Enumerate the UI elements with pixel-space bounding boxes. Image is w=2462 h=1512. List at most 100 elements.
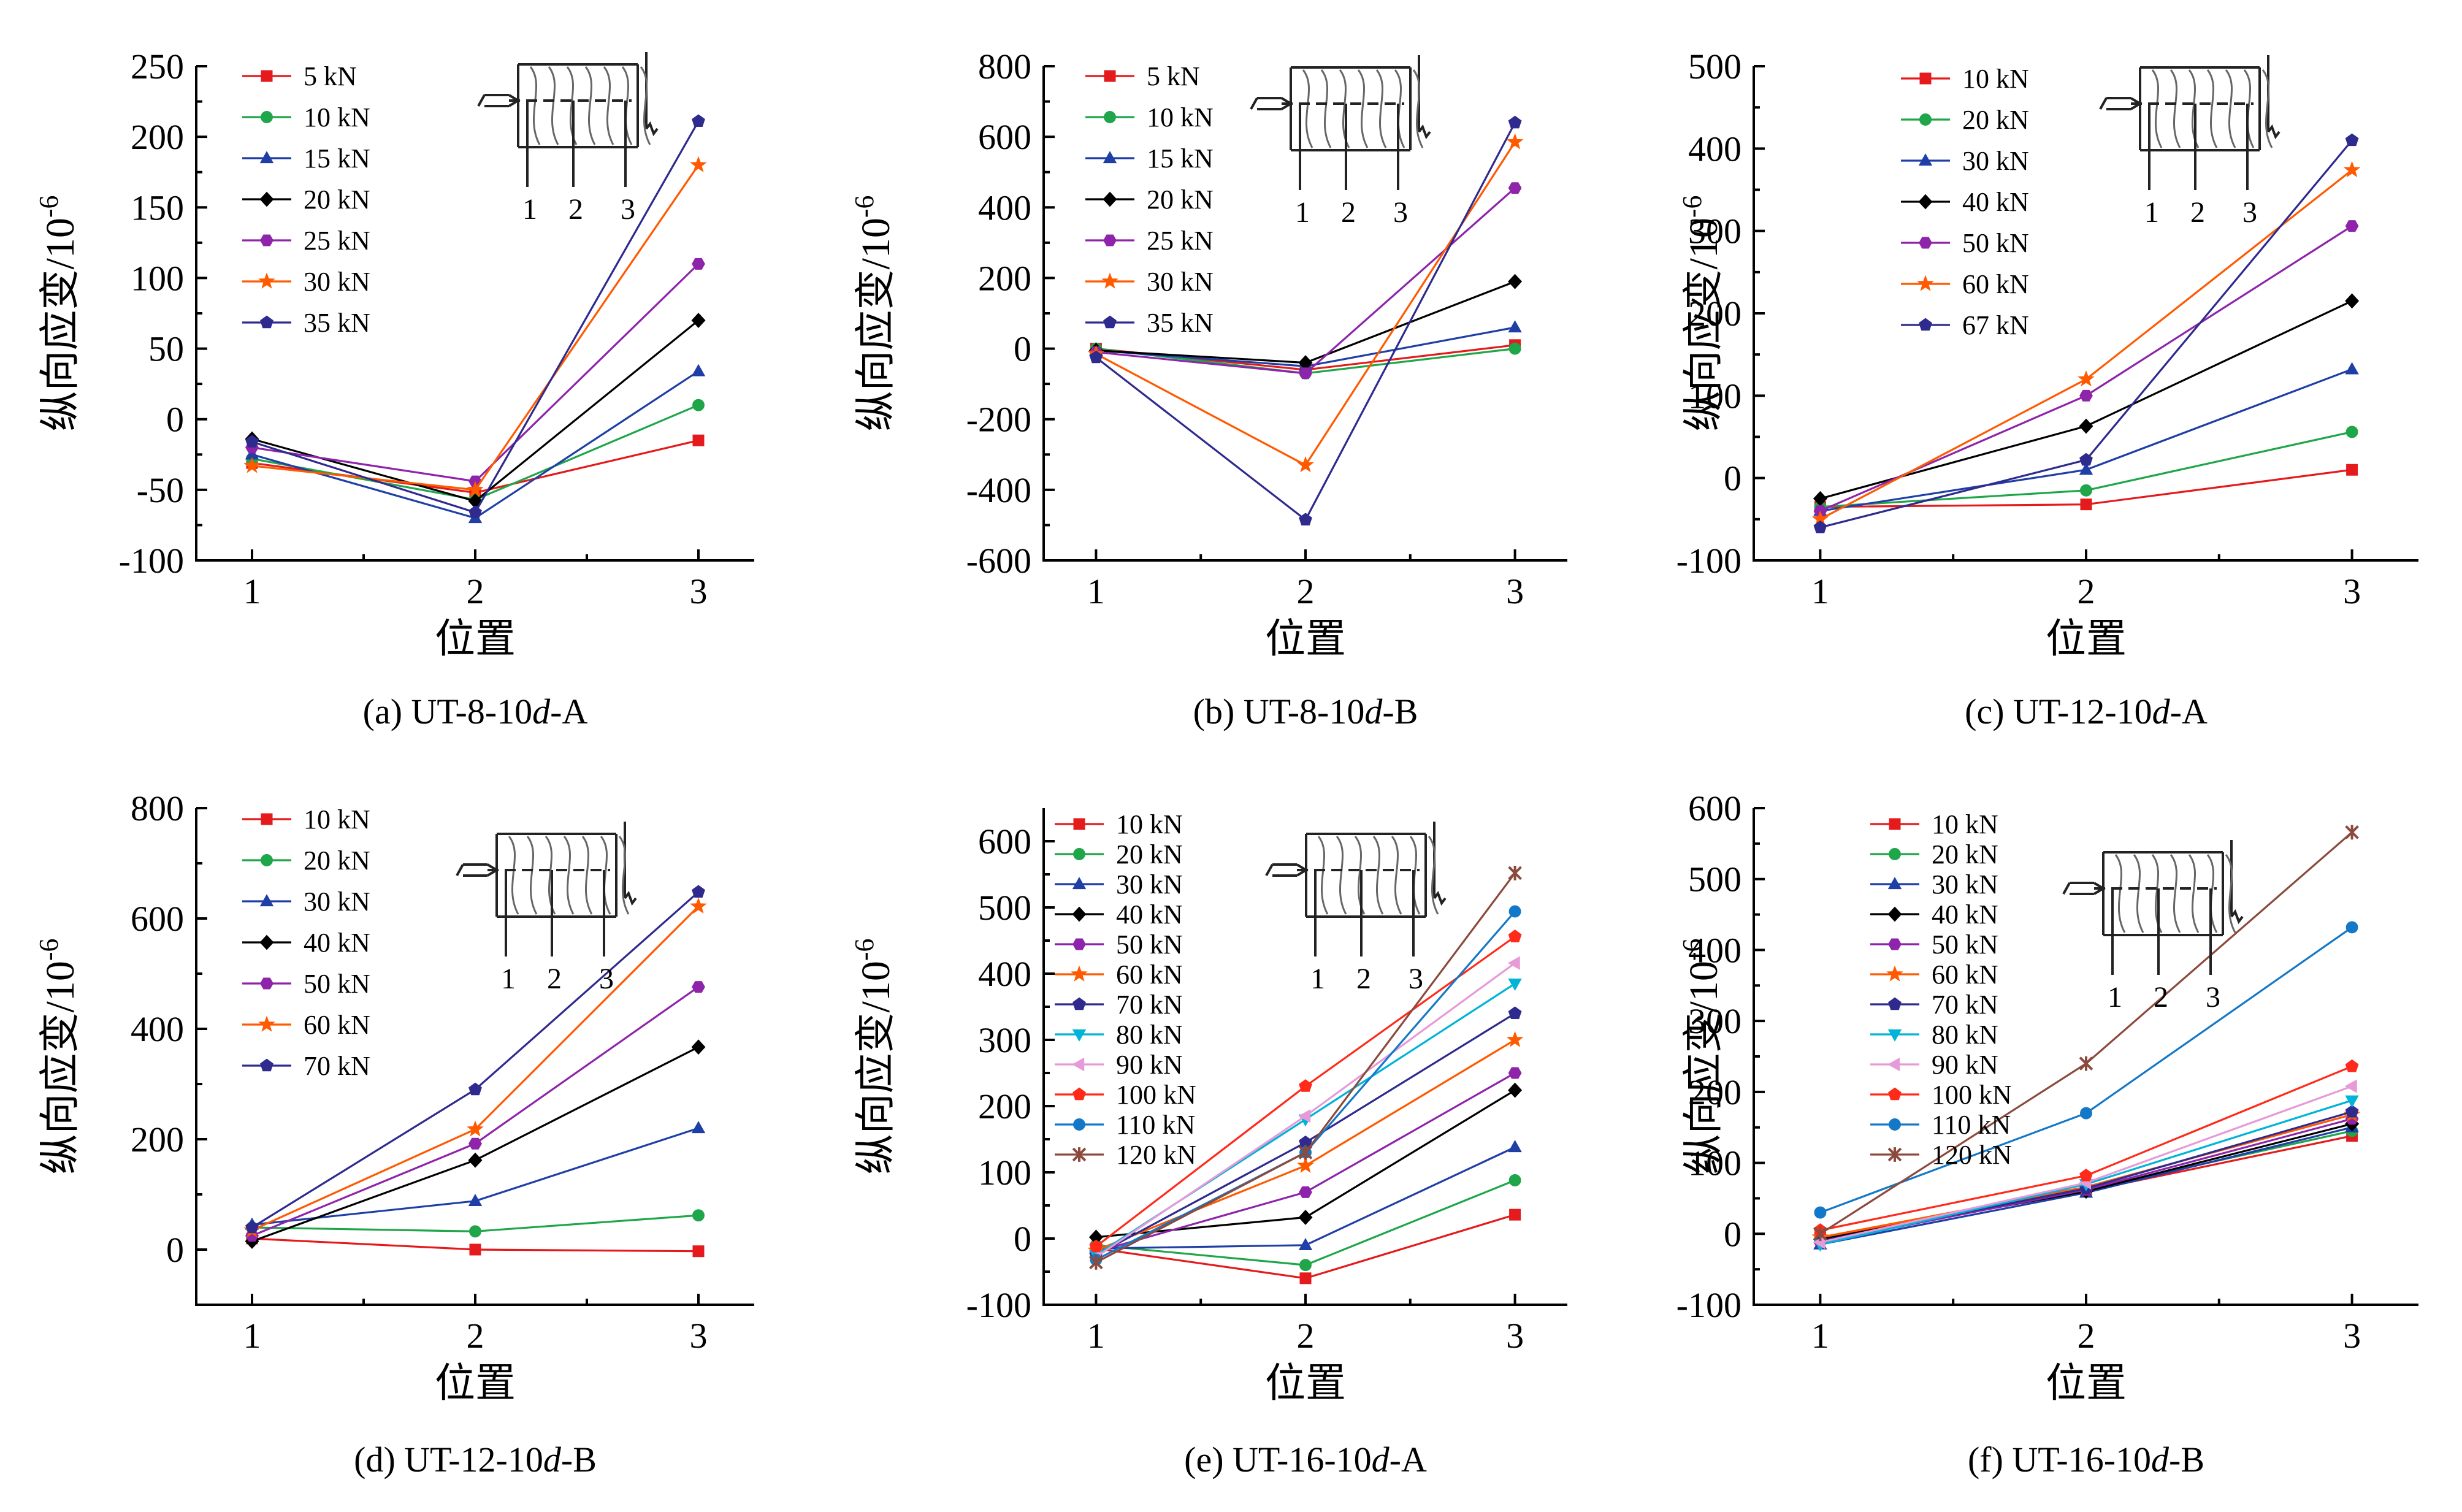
y-axis-title-superscript: -6 [1677,196,1707,218]
x-axis-title: 位置 [1265,1361,1346,1406]
inset-spiral-coil [2206,854,2218,933]
inset-gauge-label: 3 [1409,963,1423,995]
inset-gauge-label: 3 [2242,196,2257,229]
y-tick-label: 500 [1688,860,1741,899]
caption-suffix: -B [561,1440,597,1480]
data-point [467,481,484,497]
caption-suffix: -A [2170,692,2208,731]
inset-spiral-coil [1357,69,1369,148]
legend-label: 120 kN [1116,1140,1196,1170]
caption-italic: d [543,1440,562,1480]
inset-spiral-coil [508,836,519,915]
y-tick-label: 200 [131,117,184,157]
legend-label: 67 kN [1962,310,2029,340]
legend-marker [1919,318,1932,331]
x-tick-label: 2 [467,571,484,611]
inset-spiral-coil [1375,69,1387,148]
inset-spiral-coil [2243,69,2255,148]
data-point [2079,452,2093,466]
x-tick-label: 2 [2078,571,2095,611]
inset-gauge-label: 2 [568,193,583,226]
data-point [2345,220,2359,232]
y-tick-label: 200 [978,1086,1031,1126]
inset-gauge-label: 1 [1295,196,1310,229]
y-tick-label: 100 [1688,376,1741,416]
data-point [2345,1095,2359,1108]
y-tick-label: 0 [1014,1219,1031,1259]
inset-specimen-outline [2139,66,2261,151]
legend-label: 50 kN [1932,930,1998,960]
inset-spiral-coil [1354,836,1366,915]
x-axis-title: 位置 [2046,1361,2127,1406]
legend-label: 100 kN [1116,1080,1196,1110]
legend-marker [1887,1057,1900,1072]
data-point [1297,456,1314,473]
data-point [1506,1031,1524,1047]
legend-label: 15 kN [304,143,370,174]
data-point [2346,464,2358,476]
caption-prefix: (c) UT-12-10 [1965,692,2152,731]
data-point [468,505,482,518]
legend-label: 30 kN [1962,146,2029,176]
data-point [1298,1237,1313,1250]
inset-gauge-label: 1 [1310,963,1325,995]
data-point [1089,350,1103,364]
data-point [1508,1140,1522,1153]
y-tick-label: 0 [1724,1214,1741,1254]
inset-gauge-label: 3 [1393,196,1408,229]
legend-marker [1917,275,1934,291]
legend-marker [1103,234,1117,246]
panel-caption: (b) UT-8-10d-B [1193,692,1418,731]
inset-spiral-coil [2133,854,2144,933]
x-tick-label: 2 [467,1316,484,1356]
inset-spiral-coil [1320,69,1332,148]
legend-marker [1073,818,1085,830]
inset-gauge-label: 2 [547,963,562,995]
data-point [690,897,707,914]
data-point [1299,1079,1312,1092]
inset-spiral-coil [1302,69,1313,148]
data-point [692,885,705,898]
legend-label: 90 kN [1932,1050,1998,1080]
y-tick-label: -50 [137,470,184,510]
legend-label: 40 kN [1962,187,2029,217]
inset-bar-end [1265,863,1309,877]
panel-caption: (a) UT-8-10d-A [363,692,588,731]
inset-spiral-coil [600,836,611,915]
data-point [1508,1006,1522,1019]
y-tick-label: 200 [1688,294,1741,334]
inset-end-plate [1433,822,1447,906]
legend-marker [1072,1147,1087,1162]
y-tick-label: -100 [1676,1285,1741,1325]
inset-gauge-label: 1 [2108,981,2122,1014]
data-point [2345,426,2358,438]
data-point [692,981,705,993]
data-point [2345,133,2359,147]
x-tick-label: 2 [1297,571,1315,611]
legend-marker [260,1058,273,1072]
legend-label: 10 kN [1116,809,1183,839]
legend-marker [1888,1087,1902,1101]
x-axis-title: 位置 [435,1361,516,1406]
y-tick-label: -200 [966,400,1031,440]
data-point [1089,1239,1103,1253]
data-point [1508,1174,1521,1186]
x-tick-label: 3 [2343,1316,2361,1356]
data-point [690,156,707,172]
legend-label: 20 kN [1116,839,1183,869]
legend-label: 70 kN [1116,990,1183,1020]
legend-label: 20 kN [304,846,370,876]
y-tick-label: 600 [1688,788,1741,828]
legend-label: 10 kN [1147,102,1214,132]
data-point [2345,825,2359,840]
inset-spiral-coil [545,836,556,915]
y-axis-title-superscript: -6 [849,939,879,961]
data-point [2343,161,2361,177]
x-tick-label: 1 [1811,1316,1829,1356]
legend-marker [1073,1118,1085,1131]
legend-label: 120 kN [1932,1140,2012,1170]
y-tick-label: 50 [148,329,184,369]
